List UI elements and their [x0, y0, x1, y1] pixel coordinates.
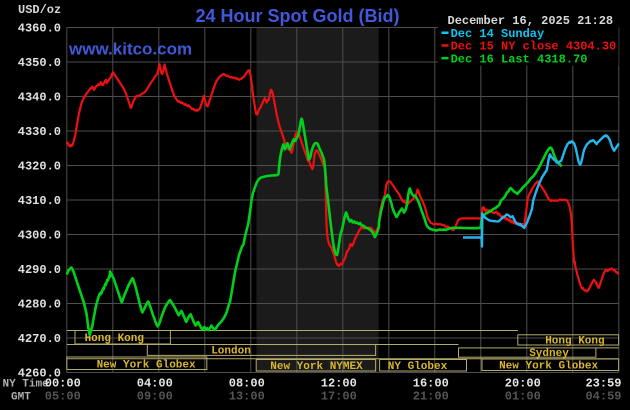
svg-text:05:00: 05:00	[45, 390, 81, 404]
svg-text:4310.0: 4310.0	[18, 194, 61, 208]
svg-text:00:00: 00:00	[45, 377, 81, 391]
svg-text:12:00: 12:00	[321, 377, 357, 391]
svg-text:London: London	[211, 346, 251, 358]
svg-text:08:00: 08:00	[229, 377, 265, 391]
svg-text:4350.0: 4350.0	[18, 56, 61, 70]
svg-text:4270.0: 4270.0	[18, 332, 61, 346]
svg-text:New York Globex: New York Globex	[499, 361, 598, 373]
svg-text:4260.0: 4260.0	[18, 367, 61, 381]
svg-text:13:00: 13:00	[229, 390, 265, 404]
svg-text:Dec 15 NY close 4304.30: Dec 15 NY close 4304.30	[451, 40, 617, 54]
svg-text:NY Time: NY Time	[3, 379, 50, 391]
svg-text:Hong Kong: Hong Kong	[545, 336, 604, 348]
svg-text:4290.0: 4290.0	[18, 263, 61, 277]
svg-text:Hong Kong: Hong Kong	[85, 333, 144, 345]
svg-text:www.kitco.com: www.kitco.com	[68, 40, 192, 59]
svg-text:NY Globex: NY Globex	[388, 361, 448, 373]
svg-text:16:00: 16:00	[413, 377, 449, 391]
svg-text:4280.0: 4280.0	[18, 298, 61, 312]
svg-text:New York NYMEX: New York NYMEX	[270, 361, 363, 373]
svg-text:USD/oz: USD/oz	[18, 3, 61, 17]
svg-text:23:59: 23:59	[585, 377, 621, 391]
svg-text:17:00: 17:00	[321, 390, 357, 404]
svg-text:Dec 16 Last 4318.70: Dec 16 Last 4318.70	[451, 52, 588, 66]
svg-text:04:00: 04:00	[137, 377, 173, 391]
svg-text:4340.0: 4340.0	[18, 91, 61, 105]
svg-text:Dec 14 Sunday: Dec 14 Sunday	[451, 27, 545, 41]
svg-text:4360.0: 4360.0	[18, 22, 61, 36]
svg-text:4330.0: 4330.0	[18, 125, 61, 139]
svg-text:01:00: 01:00	[505, 390, 541, 404]
svg-text:New York Globex: New York Globex	[97, 359, 196, 371]
svg-text:04:59: 04:59	[585, 390, 621, 404]
svg-text:4300.0: 4300.0	[18, 229, 61, 243]
svg-text:20:00: 20:00	[505, 377, 541, 391]
svg-text:09:00: 09:00	[137, 390, 173, 404]
svg-text:GMT: GMT	[11, 392, 31, 404]
svg-text:24 Hour Spot Gold (Bid): 24 Hour Spot Gold (Bid)	[196, 6, 400, 26]
svg-text:December 16, 2025 21:28: December 16, 2025 21:28	[448, 14, 614, 28]
svg-text:Sydney: Sydney	[529, 348, 569, 360]
svg-text:21:00: 21:00	[413, 390, 449, 404]
svg-text:4320.0: 4320.0	[18, 160, 61, 174]
